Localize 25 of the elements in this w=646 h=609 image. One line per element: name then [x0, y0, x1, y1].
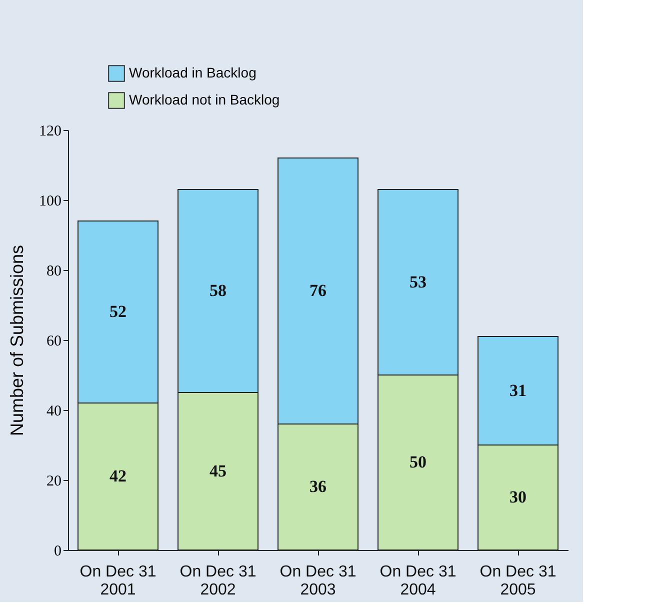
y-tick-label: 20 — [46, 474, 62, 490]
data-label: 58 — [210, 281, 226, 300]
data-label: 45 — [210, 461, 226, 480]
y-tick-label: 60 — [46, 334, 62, 350]
x-tick-label: On Dec 31 2005 — [480, 564, 556, 598]
data-label: 76 — [310, 281, 326, 300]
x-tick-label: On Dec 31 2002 — [180, 564, 256, 598]
y-tick-label: 100 — [39, 194, 62, 210]
x-tick-label: On Dec 31 2001 — [80, 564, 156, 598]
data-label: 50 — [410, 452, 426, 472]
data-label: 52 — [110, 302, 126, 321]
y-axis-title: Number of Submissions — [7, 244, 27, 436]
x-tick-label: On Dec 31 2004 — [380, 564, 456, 598]
y-tick-label: 120 — [39, 124, 62, 140]
legend-label: Workload in Backlog — [129, 64, 256, 80]
y-tick-label: 0 — [54, 544, 62, 560]
y-tick-label: 80 — [46, 264, 62, 280]
data-label: 53 — [410, 272, 426, 292]
legend-label: Workload not in Backlog — [129, 92, 280, 108]
y-tick-label: 40 — [46, 404, 62, 420]
data-label: 30 — [510, 488, 526, 506]
data-label: 42 — [110, 466, 126, 486]
data-label: 31 — [510, 380, 526, 400]
data-label: 36 — [310, 477, 326, 496]
x-tick-label: On Dec 31 2003 — [280, 564, 356, 598]
